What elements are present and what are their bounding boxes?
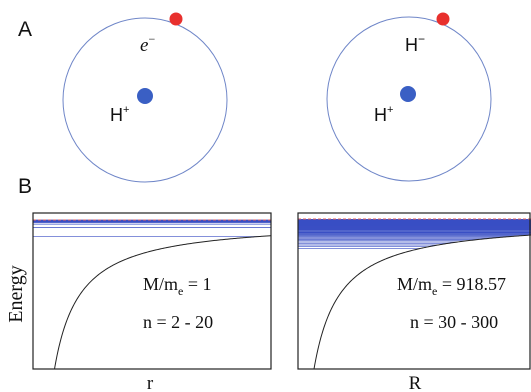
right-energy-levels: [298, 218, 531, 249]
proton-label: H+: [110, 104, 129, 125]
left-x-axis-label: r: [147, 373, 154, 392]
left-energy-levels: [33, 219, 271, 237]
right-plot-frame: [297, 212, 531, 370]
panel-b: B Energy M/me = 1 n = 2 - 20 r M/me = 91…: [5, 175, 531, 392]
left-n-range: n = 2 - 20: [143, 312, 213, 332]
hydride-label: H−: [405, 32, 425, 55]
right-x-axis-label: R: [409, 373, 422, 392]
proton-label-right: H+: [374, 104, 393, 125]
panel-a: A e− H+ H− H+: [18, 12, 492, 183]
left-mass-ratio: M/me = 1: [143, 274, 212, 298]
hydride-orbit: [326, 16, 492, 182]
proton-nucleus-right: [400, 86, 416, 102]
left-potential-curve: [54, 235, 271, 369]
electron-label: e−: [140, 32, 155, 56]
right-potential-curve: [313, 234, 531, 369]
right-mass-ratio: M/me = 918.57: [397, 274, 506, 298]
left-plot-frame: [32, 212, 272, 370]
electron-particle: [169, 12, 183, 26]
right-energy-plot: M/me = 918.57 n = 30 - 300 R: [297, 212, 531, 392]
hydride-pair: H− H+: [326, 12, 492, 182]
right-n-range: n = 30 - 300: [410, 312, 498, 332]
electron-orbit: [62, 17, 228, 183]
left-energy-plot: M/me = 1 n = 2 - 20 r: [32, 212, 272, 392]
panel-a-label: A: [18, 18, 32, 41]
energy-axis-label: Energy: [5, 265, 27, 322]
proton-nucleus: [137, 88, 153, 104]
hydrogen-atom: e− H+: [62, 12, 228, 183]
panel-b-label: B: [18, 175, 32, 198]
hydride-particle: [436, 12, 450, 26]
